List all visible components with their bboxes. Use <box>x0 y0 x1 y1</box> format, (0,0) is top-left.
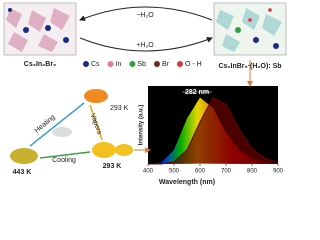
structure-label: Cs₃In₂Br₉ <box>24 61 56 68</box>
legend: Cs In Sb Br O - H <box>83 61 202 68</box>
y-axis-label: Intensity (a.u.) <box>139 105 145 146</box>
spectrum: 400 500 600 700 800 900 <box>143 96 284 175</box>
legend-swatch <box>83 61 89 67</box>
cycle <box>10 89 116 164</box>
dehydrate-label: −H₂O <box>136 12 154 19</box>
step-label: Vapors <box>89 113 103 136</box>
x-axis-label: Wavelength (nm) <box>159 179 215 186</box>
x-tick-label: 500 <box>169 169 180 175</box>
x-tick-label: 600 <box>195 169 206 175</box>
legend-swatch <box>153 61 160 67</box>
legend-label: Cs <box>91 61 100 68</box>
x-tick-label: 400 <box>143 169 154 175</box>
legend-label: O - H <box>185 61 202 68</box>
x-tick-label: 800 <box>247 169 258 175</box>
graphical-abstract: −H₂O +H₂O Cs₃In₂Br₉ Cs₂InBr₅·(H₂O): Sb C… <box>3 2 287 186</box>
legend-swatch <box>129 61 136 67</box>
legend-swatch <box>107 61 114 67</box>
x-tick-label: 700 <box>221 169 232 175</box>
step-label: Cooling <box>52 157 76 164</box>
spectrum-line <box>148 96 279 165</box>
arrow <box>79 6 213 21</box>
legend-label: In <box>116 61 122 68</box>
x-tick-label: 900 <box>273 169 284 175</box>
legend-swatch <box>176 61 183 67</box>
structure-left <box>3 2 77 56</box>
legend-label: Br <box>162 61 170 68</box>
arrow <box>79 37 213 52</box>
temperature: 293 K <box>110 105 129 112</box>
structure-right <box>213 2 287 56</box>
temperature: 443 K <box>13 169 32 176</box>
temperature: 293 K <box>103 163 122 170</box>
annotation: 282 nm <box>185 89 209 96</box>
legend-label: Sb <box>137 61 146 68</box>
hydrate-label: +H₂O <box>136 42 154 49</box>
